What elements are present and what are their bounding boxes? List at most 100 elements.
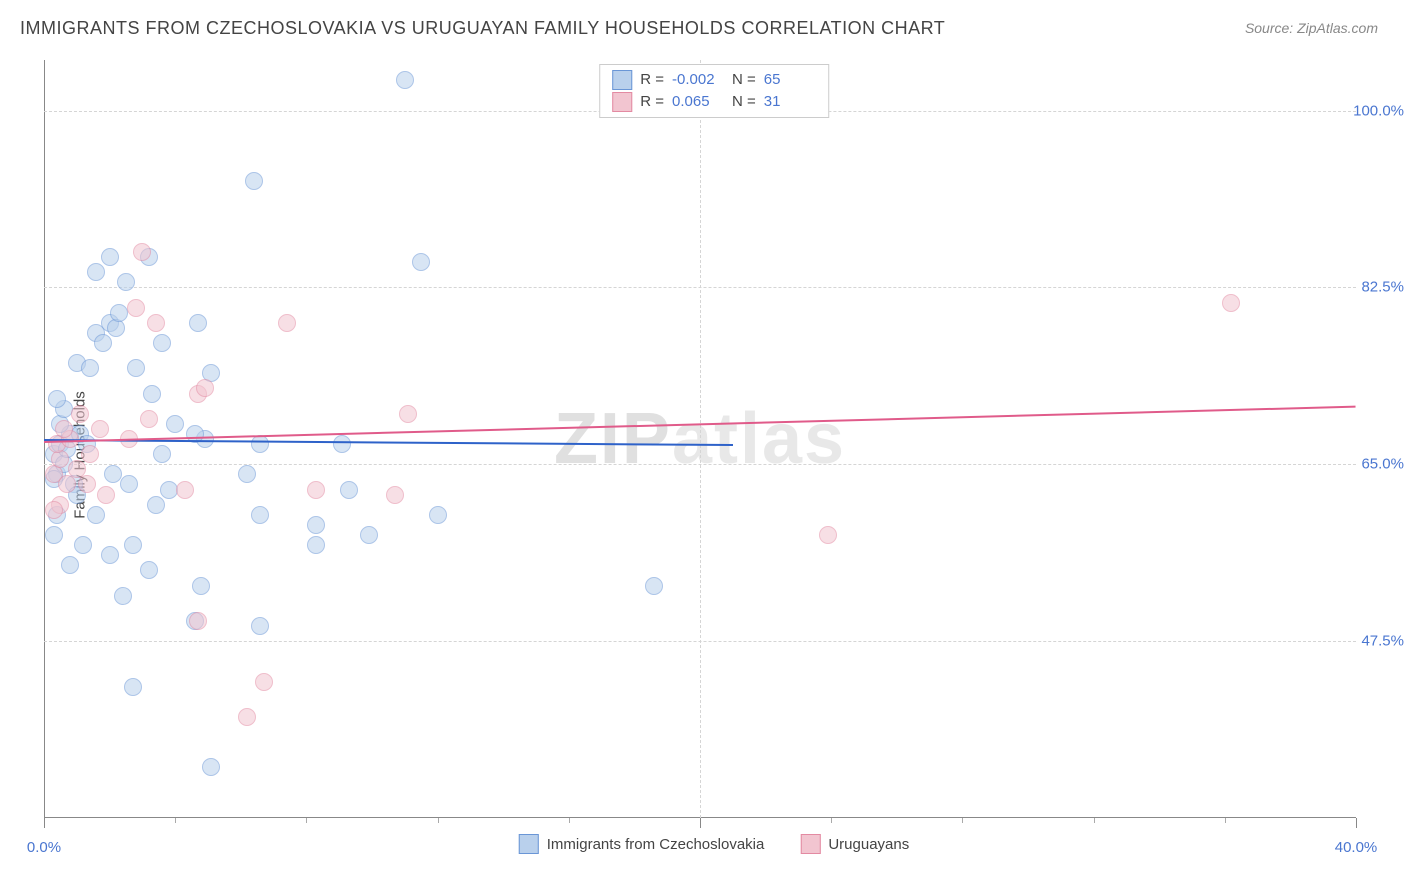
data-point <box>340 481 358 499</box>
legend-r-label: R = <box>640 91 664 113</box>
data-point <box>251 506 269 524</box>
data-point <box>160 481 178 499</box>
data-point <box>238 708 256 726</box>
data-point <box>127 359 145 377</box>
data-point <box>110 304 128 322</box>
data-point <box>251 617 269 635</box>
legend-n-label: N = <box>732 69 756 91</box>
data-point <box>196 379 214 397</box>
legend-n-value: 31 <box>764 91 816 113</box>
data-point <box>120 475 138 493</box>
legend-bottom-label: Immigrants from Czechoslovakia <box>547 836 765 853</box>
data-point <box>189 612 207 630</box>
data-point <box>117 273 135 291</box>
legend-n-label: N = <box>732 91 756 113</box>
data-point <box>202 758 220 776</box>
data-point <box>140 410 158 428</box>
data-point <box>819 526 837 544</box>
data-point <box>429 506 447 524</box>
y-tick-label: 65.0% <box>1361 456 1404 473</box>
data-point <box>104 465 122 483</box>
data-point <box>386 486 404 504</box>
data-point <box>107 319 125 337</box>
data-point <box>166 415 184 433</box>
x-tick-major <box>700 818 701 828</box>
x-tick-major <box>1356 818 1357 828</box>
y-tick-label: 100.0% <box>1353 102 1404 119</box>
data-point <box>399 405 417 423</box>
legend-bottom-item: Uruguayans <box>800 834 909 854</box>
data-point <box>396 71 414 89</box>
data-point <box>333 435 351 453</box>
x-tick-minor <box>1094 818 1095 823</box>
data-point <box>140 561 158 579</box>
data-point <box>278 314 296 332</box>
data-point <box>51 450 69 468</box>
data-point <box>87 263 105 281</box>
legend-bottom: Immigrants from Czechoslovakia Uruguayans <box>519 834 909 854</box>
data-point <box>143 385 161 403</box>
legend-top: R = -0.002 N = 65 R = 0.065 N = 31 <box>599 64 829 118</box>
data-point <box>58 475 76 493</box>
data-point <box>245 172 263 190</box>
data-point <box>412 253 430 271</box>
data-point <box>147 496 165 514</box>
data-point <box>94 334 112 352</box>
legend-r-label: R = <box>640 69 664 91</box>
legend-swatch <box>800 834 820 854</box>
data-point <box>71 405 89 423</box>
x-tick-minor <box>1225 818 1226 823</box>
x-tick-label: 40.0% <box>1335 839 1378 856</box>
data-point <box>238 465 256 483</box>
x-tick-minor <box>831 818 832 823</box>
x-tick-minor <box>438 818 439 823</box>
data-point <box>101 248 119 266</box>
data-point <box>61 556 79 574</box>
data-point <box>1222 294 1240 312</box>
data-point <box>87 506 105 524</box>
data-point <box>360 526 378 544</box>
data-point <box>255 673 273 691</box>
watermark-atlas: atlas <box>672 399 846 479</box>
data-point <box>45 526 63 544</box>
data-point <box>147 314 165 332</box>
data-point <box>81 445 99 463</box>
x-tick-minor <box>569 818 570 823</box>
data-point <box>74 536 92 554</box>
data-point <box>645 577 663 595</box>
legend-swatch <box>612 92 632 112</box>
chart-title: IMMIGRANTS FROM CZECHOSLOVAKIA VS URUGUA… <box>20 18 945 39</box>
data-point <box>124 678 142 696</box>
data-point <box>189 314 207 332</box>
legend-bottom-label: Uruguayans <box>828 836 909 853</box>
x-tick-major <box>44 818 45 828</box>
data-point <box>127 299 145 317</box>
x-tick-minor <box>175 818 176 823</box>
legend-top-row: R = 0.065 N = 31 <box>612 91 816 113</box>
legend-r-value: -0.002 <box>672 69 724 91</box>
data-point <box>192 577 210 595</box>
legend-top-row: R = -0.002 N = 65 <box>612 69 816 91</box>
data-point <box>81 359 99 377</box>
data-point <box>55 420 73 438</box>
legend-r-value: 0.065 <box>672 91 724 113</box>
data-point <box>48 390 66 408</box>
legend-swatch <box>612 70 632 90</box>
data-point <box>176 481 194 499</box>
data-point <box>153 334 171 352</box>
x-tick-label: 0.0% <box>27 839 61 856</box>
data-point <box>307 516 325 534</box>
data-point <box>124 536 142 554</box>
data-point <box>91 420 109 438</box>
data-point <box>45 501 63 519</box>
chart-area: Family Households ZIPatlas R =-0.002N =6… <box>44 60 1384 850</box>
y-tick-label: 82.5% <box>1361 279 1404 296</box>
legend-n-value: 65 <box>764 69 816 91</box>
data-point <box>78 475 96 493</box>
data-point <box>114 587 132 605</box>
data-point <box>307 536 325 554</box>
grid-line-v <box>700 60 701 818</box>
watermark-zip: ZIP <box>554 399 672 479</box>
y-tick-label: 47.5% <box>1361 633 1404 650</box>
legend-bottom-item: Immigrants from Czechoslovakia <box>519 834 765 854</box>
